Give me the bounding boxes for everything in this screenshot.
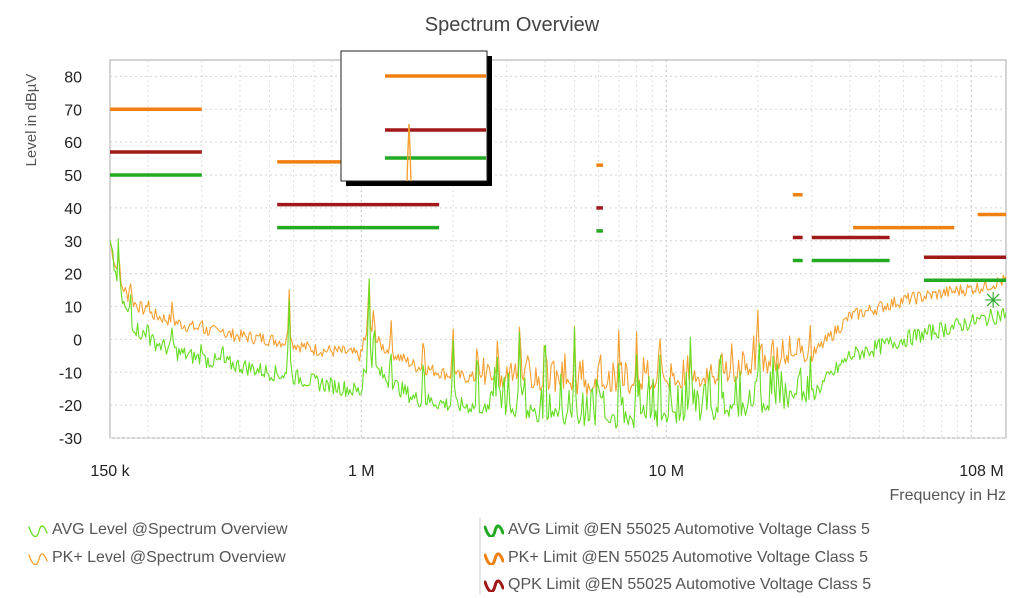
x-tick-label: 10 M [648,463,684,480]
y-axis-label: Level in dBµV [23,74,40,167]
y-tick-label: -10 [59,365,82,382]
y-tick-label: 40 [64,201,82,218]
legend-swatch-icon [484,552,504,565]
legend-label: PK+ Limit @EN 55025 Automotive Voltage C… [508,549,868,566]
y-tick-label: 30 [64,234,82,251]
y-tick-labels: -30 -20 -10 0 10 20 30 40 50 60 70 80 [59,69,82,448]
y-tick-label: 0 [73,332,82,349]
legend-swatch-icon [484,579,504,592]
y-tick-label: 60 [64,135,82,152]
legend-label: AVG Limit @EN 55025 Automotive Voltage C… [508,521,870,538]
y-tick-label: 10 [64,300,82,317]
x-tick-label: 108 M [959,463,1003,480]
x-tick-label: 150 k [90,463,130,480]
y-tick-label: -20 [59,398,82,415]
pk-level-trace [109,240,1007,396]
x-tick-labels: 150 k 1 M 10 M 108 M [90,463,1003,480]
x-axis-label: Frequency in Hz [890,487,1007,504]
legend-label: AVG Level @Spectrum Overview [52,521,288,538]
legend-swatch-icon [28,553,48,565]
inset-peak [406,123,412,182]
legend-item-pk-limit: PK+ Limit @EN 55025 Automotive Voltage C… [484,547,868,569]
marker-d2 [986,293,1000,307]
zoom-inset [340,50,492,186]
legend-item-avg-limit: AVG Limit @EN 55025 Automotive Voltage C… [484,519,870,541]
chart-title: Spectrum Overview [425,14,600,36]
y-tick-label: 80 [64,69,82,86]
avg-level-trace [109,238,1007,429]
plot-frame [109,59,1007,439]
legend-label: PK+ Level @Spectrum Overview [52,549,286,566]
legend-swatch-icon [484,524,504,537]
x-tick-label: 1 M [348,463,375,480]
legend-item-qpk-limit: QPK Limit @EN 55025 Automotive Voltage C… [484,574,871,596]
grid [109,59,1007,439]
legend-item-avg-level: AVG Level @Spectrum Overview [28,519,288,541]
y-tick-label: 20 [64,267,82,284]
y-tick-label: -30 [59,431,82,448]
legend-swatch-icon [28,525,48,537]
y-tick-label: 70 [64,102,82,119]
inset-box [340,50,488,182]
legend-label: QPK Limit @EN 55025 Automotive Voltage C… [508,576,872,593]
y-tick-label: 50 [64,168,82,185]
legend-item-pk-level: PK+ Level @Spectrum Overview [28,547,286,569]
